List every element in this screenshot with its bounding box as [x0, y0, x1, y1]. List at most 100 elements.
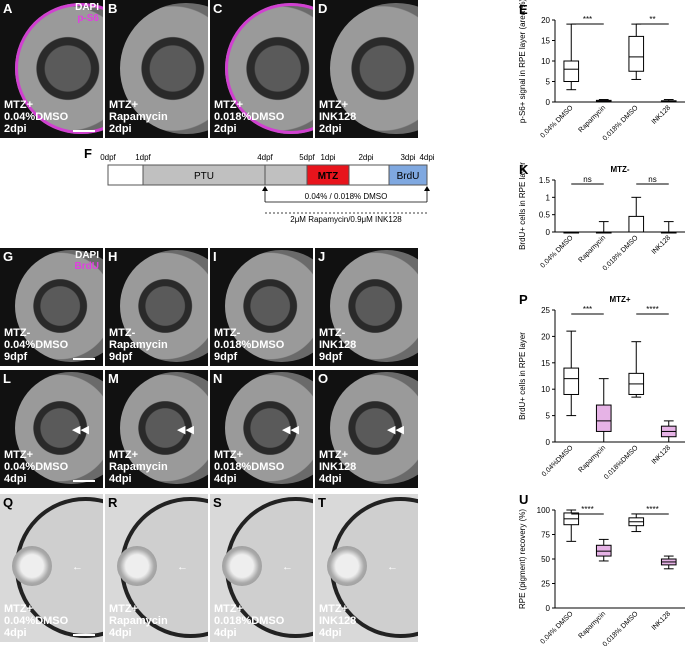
panel-letter: T: [318, 495, 326, 510]
panel-caption: MTZ+ INK128 4dpi: [319, 603, 357, 639]
eye-tissue-shape: [120, 372, 208, 485]
stain-legend: DAPI p-S6: [75, 2, 99, 24]
mtz-label: MTZ: [318, 171, 339, 182]
significance-label: ****: [646, 305, 658, 314]
box: [628, 215, 645, 233]
brdu-label: BrdU: [397, 171, 420, 182]
brdu-bar: [388, 164, 428, 186]
image-panel-t: T MTZ+ INK128 4dpi ←: [315, 494, 418, 642]
x-tick-label: 0.018% DMSO: [602, 234, 640, 270]
significance-label: ****: [581, 505, 593, 514]
y-tick-label: 0: [546, 438, 551, 447]
panel-letter: O: [318, 371, 329, 386]
panel-letter: E: [519, 2, 528, 17]
scale-bar: [73, 130, 95, 132]
x-tick-label: 0.04% DMSO: [539, 234, 575, 270]
y-tick-label: 10: [541, 385, 550, 394]
y-tick-label: 50: [541, 555, 550, 564]
arrowhead-marker: ◀◀: [387, 424, 404, 437]
significance-label: **: [649, 15, 655, 24]
box: [563, 60, 580, 82]
significance-label: ****: [646, 505, 658, 514]
image-panel-o: O MTZ+ INK128 4dpi ◀◀: [315, 370, 418, 488]
panel-caption: MTZ+ 0.018%DMSO 2dpi: [214, 99, 285, 135]
panel-caption: MTZ+ Rapamycin 2dpi: [109, 99, 168, 135]
y-tick-label: 1: [546, 193, 551, 202]
x-tick-label: 0.018% DMSO: [602, 610, 640, 646]
panel-caption: MTZ- INK128 9dpf: [319, 327, 357, 363]
box: [628, 35, 645, 72]
y-tick-label: 5: [546, 412, 551, 421]
arrowhead-marker: ←: [282, 560, 293, 573]
eye-tissue-shape: [330, 250, 418, 363]
image-panel-g: G MTZ- 0.04%DMSO 9dpf DAPI BrdU: [0, 248, 103, 366]
panel-letter: C: [213, 1, 223, 16]
chart-title: MTZ+: [609, 295, 630, 304]
eye-tissue-shape: [120, 250, 208, 363]
significance-label: ns: [583, 175, 591, 184]
lens-shape: [222, 545, 262, 586]
panel-letter: B: [108, 1, 118, 16]
eye-tissue-shape: [15, 372, 103, 485]
lens-shape: [327, 545, 367, 586]
image-panel-h: H MTZ- Rapamycin 9dpf: [105, 248, 208, 366]
panel-caption: MTZ+ 0.04%DMSO 2dpi: [4, 99, 69, 135]
timeline-tick-label: 1dpf: [135, 153, 151, 162]
x-tick-label: 0.04%DMSO: [541, 444, 575, 478]
y-tick-label: 0: [546, 98, 551, 107]
image-panel-r: R MTZ+ Rapamycin 4dpi ←: [105, 494, 208, 642]
timeline-tick-label: 2dpi: [358, 153, 373, 162]
image-panel-i: I MTZ- 0.018%DMSO 9dpf: [210, 248, 313, 366]
y-tick-label: 20: [541, 16, 550, 25]
timeline-tick-label: 4dpi: [419, 153, 434, 162]
image-panel-j: J MTZ- INK128 9dpf: [315, 248, 418, 366]
panel-letter: D: [318, 1, 328, 16]
scale-bar: [73, 358, 95, 360]
panel-letter: M: [108, 371, 119, 386]
panel-letter: F: [84, 146, 92, 161]
image-panel-d: D MTZ+ INK128 2dpi: [315, 0, 418, 138]
stain-dapi-label: DAPI: [75, 2, 99, 13]
eye-tissue-shape: [330, 372, 418, 485]
arrowhead-marker: ◀◀: [177, 424, 194, 437]
y-tick-label: 25: [541, 580, 550, 589]
timeline-tick-label: 3dpi: [400, 153, 415, 162]
panel-caption: MTZ- 0.04%DMSO 9dpf: [4, 327, 69, 363]
y-tick-label: 25: [541, 306, 550, 315]
image-panel-l: L MTZ+ 0.04%DMSO 4dpi ◀◀: [0, 370, 103, 488]
ptu-label: PTU: [194, 171, 214, 182]
dmso-line-label: 0.04% / 0.018% DMSO: [305, 192, 388, 201]
x-tick-label: INK128: [651, 104, 673, 126]
image-panel-n: N MTZ+ 0.018%DMSO 4dpi ◀◀: [210, 370, 313, 488]
panel-letter: H: [108, 249, 118, 264]
timeline-tick-label: 1dpi: [320, 153, 335, 162]
x-tick-label: INK128: [651, 610, 673, 632]
box: [595, 404, 612, 432]
panel-caption: MTZ+ Rapamycin 4dpi: [109, 603, 168, 639]
x-tick-label: INK128: [651, 444, 673, 466]
panel-letter: L: [3, 371, 11, 386]
x-tick-label: Rapamycin: [577, 234, 607, 264]
timeline-svg: 0dpf 1dpf 4dpf 5dpf 1dpi 2dpi 3dpi 4dpi PTU MTZ…: [100, 153, 435, 224]
image-panel-c: C MTZ+ 0.018%DMSO 2dpi: [210, 0, 313, 138]
boxplot-svg: 0 5 10 15 20 p-S6+ signal in RPE layer (area …: [518, 0, 685, 142]
y-axis-title: BrdU+ cells in RPE layer: [518, 162, 527, 250]
boxplot-p: P 0 5 10 15 20 25 BrdU+ cells in RPE layer MTZ+ 0…: [515, 290, 695, 481]
x-tick-label: 0.04% DMSO: [539, 610, 575, 646]
stain-legend: DAPI BrdU: [75, 250, 99, 272]
x-tick-label: INK128: [651, 234, 673, 256]
stain-marker-label: p-S6: [77, 13, 99, 24]
stain-marker-label: BrdU: [74, 261, 99, 272]
boxplot-svg: 0 25 50 75 100 RPE (pigment) recovery (%) 0.04…: [518, 505, 685, 648]
arrowhead-marker: ←: [72, 560, 83, 573]
y-tick-label: 0.5: [539, 211, 551, 220]
y-tick-label: 15: [541, 359, 550, 368]
x-tick-label: 0.018%DMSO: [603, 444, 640, 480]
scale-bar: [73, 634, 95, 636]
panel-letter: U: [519, 492, 529, 507]
panel-letter: G: [3, 249, 14, 264]
eye-tissue-shape: [15, 250, 103, 363]
boxplot-svg: 0 0.5 1 1.5 BrdU+ cells in RPE layer MTZ- 0.04…: [518, 162, 685, 272]
y-tick-label: 100: [537, 506, 551, 515]
arrowhead-marker: ←: [387, 560, 398, 573]
